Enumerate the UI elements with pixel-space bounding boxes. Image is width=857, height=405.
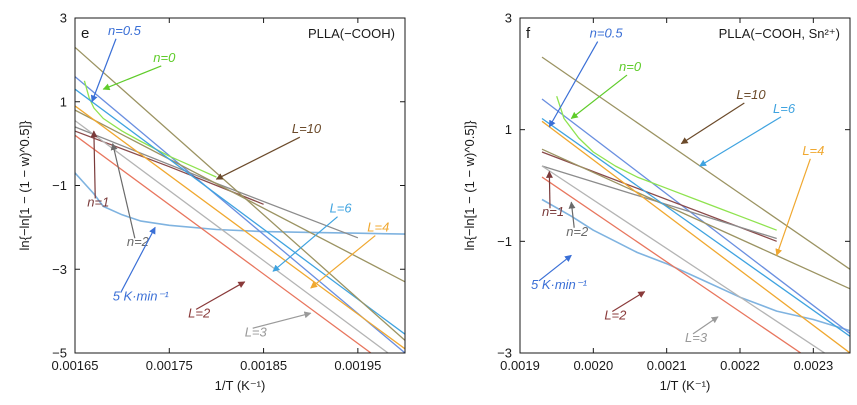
annotation-label: L=6 — [773, 101, 796, 116]
series-line-n-2 — [75, 126, 359, 239]
annotation-arrow — [120, 226, 156, 293]
y-tick-label: 3 — [505, 11, 512, 26]
annotation-label: L=10 — [736, 87, 766, 102]
annotation-arrow — [195, 281, 246, 310]
series-line-l-6 — [541, 117, 850, 337]
chart-panel-e: 0.00165 0.00175 0.00185 0.00195 −5 −3 −1 1 3 1/T … — [17, 11, 406, 393]
y-tick-label: −3 — [497, 346, 512, 361]
y-tick-label: −1 — [497, 234, 512, 249]
annotation-label: L=3 — [685, 330, 708, 345]
x-tick-label: 0.00185 — [240, 358, 287, 373]
annotation-arrow — [215, 136, 301, 180]
annotation-arrow — [548, 41, 599, 128]
series-line-n-0-5 — [75, 76, 405, 353]
x-tick-label: 0.0023 — [793, 358, 833, 373]
series-line-l-2 — [541, 176, 802, 353]
annotation-label: n=1 — [87, 194, 109, 209]
panel-title: PLLA(−COOH, Sn²⁺) — [719, 26, 840, 41]
chart-panel-f: 0.0019 0.0020 0.0021 0.0022 0.0023 −3 −1 1 3 1/T … — [462, 11, 851, 393]
series-line-l-4 — [541, 120, 850, 353]
y-tick-label: −1 — [52, 178, 67, 193]
panel-letter: f — [526, 25, 531, 42]
annotation-label: L=10 — [292, 121, 322, 136]
plot-frame — [519, 17, 851, 354]
y-tick-label: 1 — [505, 122, 512, 137]
annotation-label: n=0 — [153, 50, 176, 65]
x-axis-title: 1/T (K⁻¹) — [215, 378, 266, 393]
annotation-label: L=3 — [245, 324, 268, 339]
annotation-arrow — [310, 235, 376, 289]
series-line-upper — [541, 56, 850, 270]
annotation-label: L=6 — [330, 201, 353, 216]
series-group — [75, 46, 405, 353]
series-line-n-0 — [83, 80, 217, 178]
annotation-label: n=0.5 — [590, 26, 624, 41]
series-line-experiment — [75, 172, 405, 235]
annotation-arrow — [680, 102, 745, 145]
annotation-label: L=4 — [802, 143, 824, 158]
y-tick-label: −5 — [52, 346, 67, 361]
annotation-arrow — [90, 38, 117, 103]
y-tick-label: 1 — [60, 94, 67, 109]
x-tick-label: 0.00165 — [52, 358, 99, 373]
annotation-label: n=0 — [619, 59, 642, 74]
annotation-label: n=2 — [127, 234, 150, 249]
x-tick-label: 0.00195 — [334, 358, 381, 373]
series-group — [541, 56, 850, 353]
annotation-label: L=2 — [604, 308, 627, 323]
panel-letter: e — [81, 25, 89, 42]
x-tick-label: 0.0020 — [573, 358, 613, 373]
series-line-n-0-5 — [541, 98, 850, 335]
series-line-l-10 — [75, 109, 405, 283]
y-axis-title: ln{−ln[1 − (1 − w)^0.5]} — [17, 120, 32, 251]
series-line-l-2 — [75, 134, 372, 353]
series-line-l-4 — [75, 105, 405, 350]
annotation-arrow — [568, 201, 576, 228]
series-line-n-0 — [556, 95, 777, 231]
y-tick-label: 3 — [60, 11, 67, 26]
x-tick-label: 0.00175 — [146, 358, 193, 373]
y-tick-label: −3 — [52, 262, 67, 277]
annotation-arrow — [570, 74, 628, 119]
annotation-arrow — [538, 254, 572, 282]
annotation-arrow — [612, 291, 646, 313]
panel-title: PLLA(−COOH) — [308, 26, 395, 41]
annotation-label: n=2 — [566, 224, 589, 239]
annotation-label: L=4 — [367, 220, 389, 235]
annotation-arrow — [545, 170, 553, 209]
series-line-l-3 — [541, 165, 826, 353]
annotation-arrow — [252, 311, 312, 329]
x-tick-label: 0.0022 — [720, 358, 760, 373]
series-line-l-6 — [75, 88, 405, 335]
annotation-arrow — [692, 316, 719, 335]
series-line-upper — [75, 46, 405, 341]
y-axis-title: ln{−ln[1 − (1 − w)^0.5]} — [462, 120, 477, 251]
series-line-experiment — [541, 198, 850, 332]
series-line-l-10 — [541, 148, 850, 290]
x-tick-label: 0.0021 — [647, 358, 687, 373]
annotation-arrow — [90, 130, 98, 199]
annotation-label: 5 K·min⁻¹ — [531, 277, 588, 292]
series-line-l-3 — [75, 120, 390, 353]
x-tick-label: 0.0019 — [500, 358, 540, 373]
annotation-label: L=2 — [188, 305, 211, 320]
annotation-arrow — [775, 158, 811, 256]
annotation-arrow — [110, 142, 136, 239]
annotation-label: n=0.5 — [108, 23, 142, 38]
annotation-arrow — [272, 216, 338, 272]
annotation-label: n=1 — [542, 204, 564, 219]
annotation-arrow — [699, 116, 782, 167]
annotation-label: 5 K·min⁻¹ — [113, 289, 170, 304]
x-axis-title: 1/T (K⁻¹) — [660, 378, 711, 393]
annotation-arrow — [102, 65, 162, 91]
